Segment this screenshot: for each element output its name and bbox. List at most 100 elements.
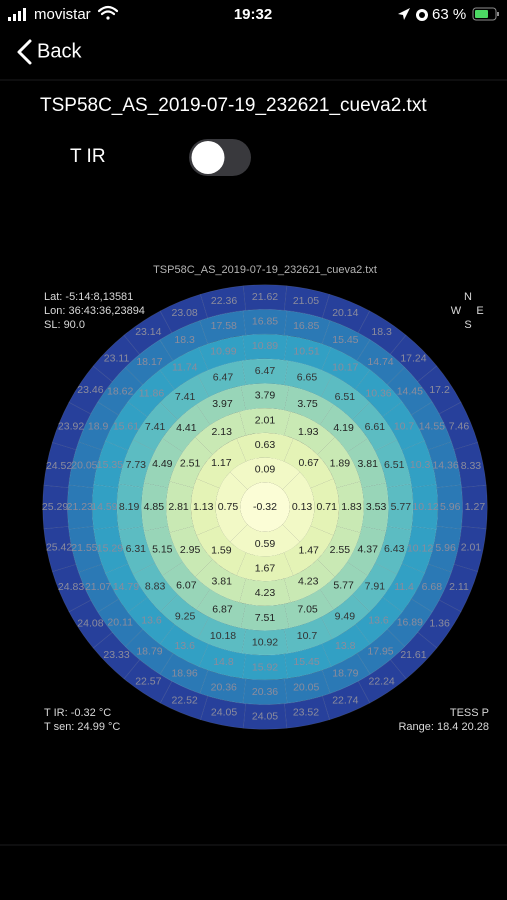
cell-label: 8.19 — [119, 501, 140, 513]
cell-label: 11.86 — [139, 387, 165, 399]
cell-label: 13.6 — [368, 614, 389, 626]
sector — [374, 439, 412, 489]
cell-label: 6.47 — [255, 365, 276, 377]
cell-label: 8.83 — [145, 581, 166, 593]
cell-label: 6.61 — [365, 421, 386, 433]
sector — [320, 593, 371, 640]
cell-label: 22.36 — [211, 295, 237, 307]
sector — [284, 310, 331, 345]
sector — [118, 525, 156, 575]
sector — [382, 563, 426, 613]
battery-percent: 63 % — [432, 6, 466, 23]
cell-label: 15.45 — [332, 334, 358, 346]
sector — [242, 333, 288, 361]
sector — [159, 624, 209, 668]
cell-label: 18.79 — [332, 668, 358, 680]
sector — [68, 365, 113, 415]
back-label[interactable]: Back — [37, 40, 82, 62]
cell-label: 14.36 — [432, 460, 458, 472]
sector — [68, 441, 103, 488]
cell-label: 10.36 — [365, 387, 391, 399]
cell-label: 0.67 — [298, 457, 319, 469]
back-button[interactable]: Back — [17, 39, 82, 65]
cell-label: 14.45 — [397, 385, 423, 397]
cell-label: 20.14 — [332, 307, 358, 319]
cell-label: 5.77 — [391, 501, 412, 513]
sector — [461, 484, 488, 530]
cell-label: 6.68 — [422, 581, 443, 593]
sector — [283, 360, 333, 398]
cell-label: 2.11 — [449, 581, 469, 593]
sector — [200, 695, 246, 729]
cell-label: 16.89 — [397, 616, 423, 628]
center-cell — [240, 482, 290, 532]
sector — [438, 563, 479, 613]
cell-label: 18.17 — [136, 356, 162, 368]
cell-label: 3.75 — [297, 398, 318, 410]
cell-label: 10.18 — [210, 630, 236, 642]
sector — [43, 442, 77, 488]
cell-label: 21.55 — [71, 542, 97, 554]
cell-label: 17.24 — [400, 352, 426, 364]
cell-label: 11.74 — [172, 362, 198, 374]
cell-label: 6.87 — [212, 603, 233, 615]
sector — [97, 366, 144, 416]
sector — [382, 401, 426, 451]
file-name: TSP58C_AS_2019-07-19_232621_cueva2.txt — [40, 95, 427, 116]
cell-label: 14.55 — [419, 420, 445, 432]
cell-label: 3.81 — [212, 576, 233, 588]
cell-label: 10.12 — [412, 501, 438, 513]
cell-label: 2.55 — [330, 544, 351, 556]
sector — [159, 346, 209, 390]
cell-label: 5.96 — [435, 542, 456, 554]
cell-label: 18.3 — [174, 334, 195, 346]
cell-label: 14.74 — [367, 356, 393, 368]
sector — [242, 703, 288, 730]
cell-label: 10.89 — [252, 340, 278, 352]
toggle-switch[interactable] — [189, 139, 251, 176]
sector — [351, 401, 398, 452]
sector — [321, 320, 371, 362]
cell-label: 17.58 — [211, 320, 237, 332]
sector — [284, 695, 330, 729]
cell-label: 5.15 — [152, 543, 173, 555]
cell-label: 13.6 — [141, 614, 162, 626]
alarm-icon — [416, 9, 428, 21]
info-line: Lat: -5:14:8,13581 — [44, 291, 133, 303]
cell-label: 3.79 — [255, 390, 276, 402]
sector — [411, 484, 439, 530]
sector — [78, 563, 120, 613]
footer-left: T IR: -0.32 °C — [44, 707, 111, 719]
cell-label: 20.36 — [211, 681, 237, 693]
sector — [197, 616, 247, 654]
sector — [239, 578, 291, 607]
cell-label: 7.51 — [255, 612, 276, 624]
sector — [159, 374, 210, 421]
compass-e: E — [476, 305, 483, 317]
sector — [200, 285, 246, 319]
clock: 19:32 — [234, 6, 272, 23]
cell-label: 14.79 — [113, 581, 139, 593]
sector — [51, 401, 92, 451]
sector — [283, 616, 333, 654]
cell-label: 15.61 — [113, 421, 139, 433]
sector — [438, 401, 479, 451]
sector — [159, 320, 209, 362]
sector — [78, 401, 120, 451]
sector — [321, 346, 371, 390]
cell-label: 7.41 — [175, 391, 196, 403]
sector — [427, 526, 462, 573]
sector — [241, 628, 289, 656]
cell-label: 0.63 — [255, 439, 276, 451]
sector — [123, 659, 173, 704]
cell-label: 23.33 — [103, 649, 129, 661]
sector — [196, 438, 247, 489]
footer-right: Range: 18.4 20.28 — [398, 721, 489, 733]
sector — [159, 680, 209, 721]
cell-label: 22.24 — [369, 675, 395, 687]
sector — [165, 481, 194, 533]
sector — [239, 407, 291, 436]
cell-label: 1.59 — [211, 544, 232, 556]
cell-label: 23.46 — [77, 384, 103, 396]
battery-icon — [472, 7, 499, 21]
